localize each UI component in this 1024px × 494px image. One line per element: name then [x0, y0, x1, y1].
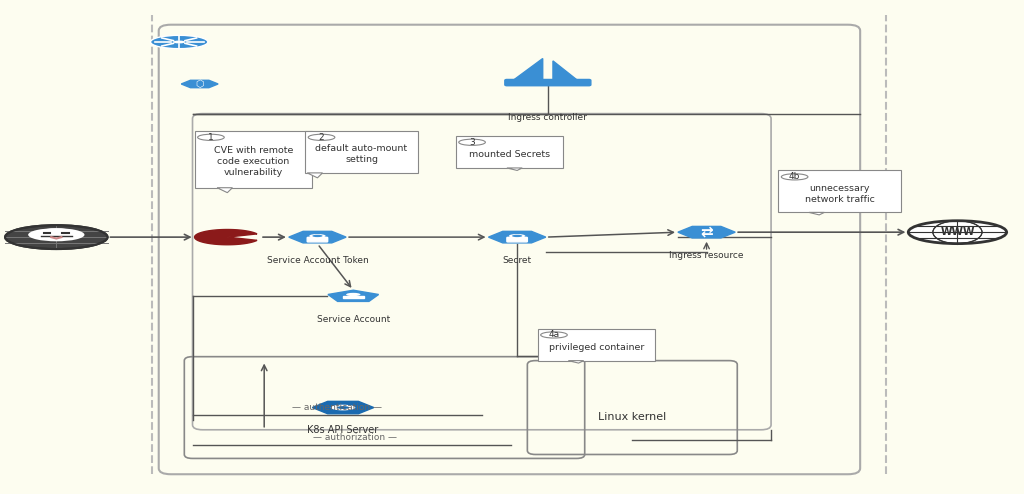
Ellipse shape — [781, 174, 808, 180]
Text: Ingress controller: Ingress controller — [508, 113, 588, 123]
Text: ⇄: ⇄ — [700, 225, 713, 240]
Ellipse shape — [312, 235, 323, 237]
Text: Secret: Secret — [503, 256, 531, 265]
FancyBboxPatch shape — [305, 131, 418, 173]
Ellipse shape — [29, 228, 84, 241]
Polygon shape — [488, 231, 546, 243]
Text: — authentication —: — authentication — — [292, 404, 382, 412]
Text: default auto-mount
setting: default auto-mount setting — [315, 144, 408, 165]
Text: 1: 1 — [208, 133, 214, 142]
Polygon shape — [343, 296, 364, 297]
Polygon shape — [181, 80, 218, 88]
Text: mounted Secrets: mounted Secrets — [469, 150, 550, 159]
FancyBboxPatch shape — [307, 237, 328, 242]
Ellipse shape — [308, 134, 335, 140]
Ellipse shape — [173, 41, 185, 43]
Ellipse shape — [198, 134, 224, 140]
Ellipse shape — [10, 228, 102, 249]
Polygon shape — [307, 173, 323, 178]
Polygon shape — [678, 226, 735, 238]
FancyBboxPatch shape — [505, 80, 591, 86]
Ellipse shape — [346, 293, 360, 296]
Text: K8s API Server: K8s API Server — [307, 424, 379, 435]
Polygon shape — [507, 168, 522, 170]
Ellipse shape — [509, 234, 525, 238]
Ellipse shape — [459, 139, 485, 145]
Ellipse shape — [337, 406, 349, 409]
Polygon shape — [568, 361, 584, 363]
Polygon shape — [217, 188, 232, 193]
Text: 4b: 4b — [788, 172, 801, 181]
Text: Ingress resource: Ingress resource — [670, 251, 743, 260]
Polygon shape — [312, 401, 374, 414]
FancyBboxPatch shape — [538, 329, 655, 361]
Text: CVE with remote
code execution
vulnerability: CVE with remote code execution vulnerabi… — [214, 146, 293, 177]
Text: privileged container: privileged container — [549, 342, 644, 352]
Text: 2: 2 — [318, 133, 325, 142]
Text: — authorization —: — authorization — — [312, 433, 396, 442]
Ellipse shape — [541, 332, 567, 338]
Text: ⬡: ⬡ — [196, 79, 204, 89]
Ellipse shape — [908, 221, 1007, 244]
Polygon shape — [553, 61, 579, 81]
Text: 3: 3 — [469, 138, 475, 147]
Polygon shape — [328, 290, 379, 301]
Text: Linux kernel: Linux kernel — [598, 412, 667, 422]
FancyBboxPatch shape — [195, 131, 312, 188]
Text: 4a: 4a — [549, 330, 559, 339]
Polygon shape — [289, 231, 346, 243]
Text: unnecessary
network traffic: unnecessary network traffic — [805, 184, 874, 204]
Polygon shape — [512, 58, 543, 81]
Ellipse shape — [512, 235, 522, 237]
Ellipse shape — [35, 228, 78, 240]
Text: WWW: WWW — [940, 227, 975, 237]
FancyBboxPatch shape — [456, 136, 563, 168]
Ellipse shape — [5, 225, 108, 249]
Ellipse shape — [331, 405, 355, 411]
Text: Service Account: Service Account — [316, 315, 390, 324]
Ellipse shape — [309, 234, 326, 238]
Polygon shape — [195, 230, 257, 245]
FancyBboxPatch shape — [778, 170, 901, 212]
Ellipse shape — [151, 35, 208, 49]
Text: Service Account Token: Service Account Token — [266, 256, 369, 265]
Polygon shape — [809, 212, 824, 215]
Text: ⬡: ⬡ — [195, 78, 205, 90]
FancyBboxPatch shape — [507, 237, 527, 242]
